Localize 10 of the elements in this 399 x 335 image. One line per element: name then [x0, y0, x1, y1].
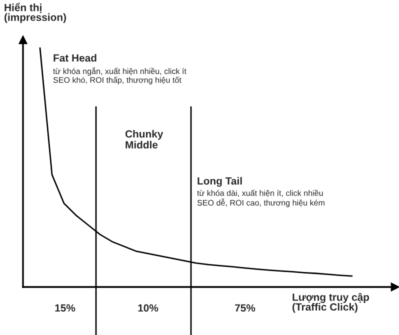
annotation: Fat Head	[54, 54, 96, 62]
y-axis-title: Hiển thị (impression)	[4, 2, 66, 23]
text: 15%	[55, 304, 76, 312]
text: 75%	[235, 304, 256, 312]
text: 10%	[138, 304, 158, 312]
annotation: từ khóa ngắn, xuất hiện nhiều, click ít SEO khó, ROI thấp, thương hiệu tốt	[53, 67, 186, 84]
x-axis-title: Lượng truy cập (Traffic Click)	[292, 293, 370, 313]
annotation: Chunky Middle	[125, 130, 164, 148]
annotation: từ khóa dài, xuất hiện ít, click nhiều SEO dễ, ROI cao, thương hiệu kém	[197, 190, 324, 208]
annotation: Long Tail	[198, 177, 242, 187]
